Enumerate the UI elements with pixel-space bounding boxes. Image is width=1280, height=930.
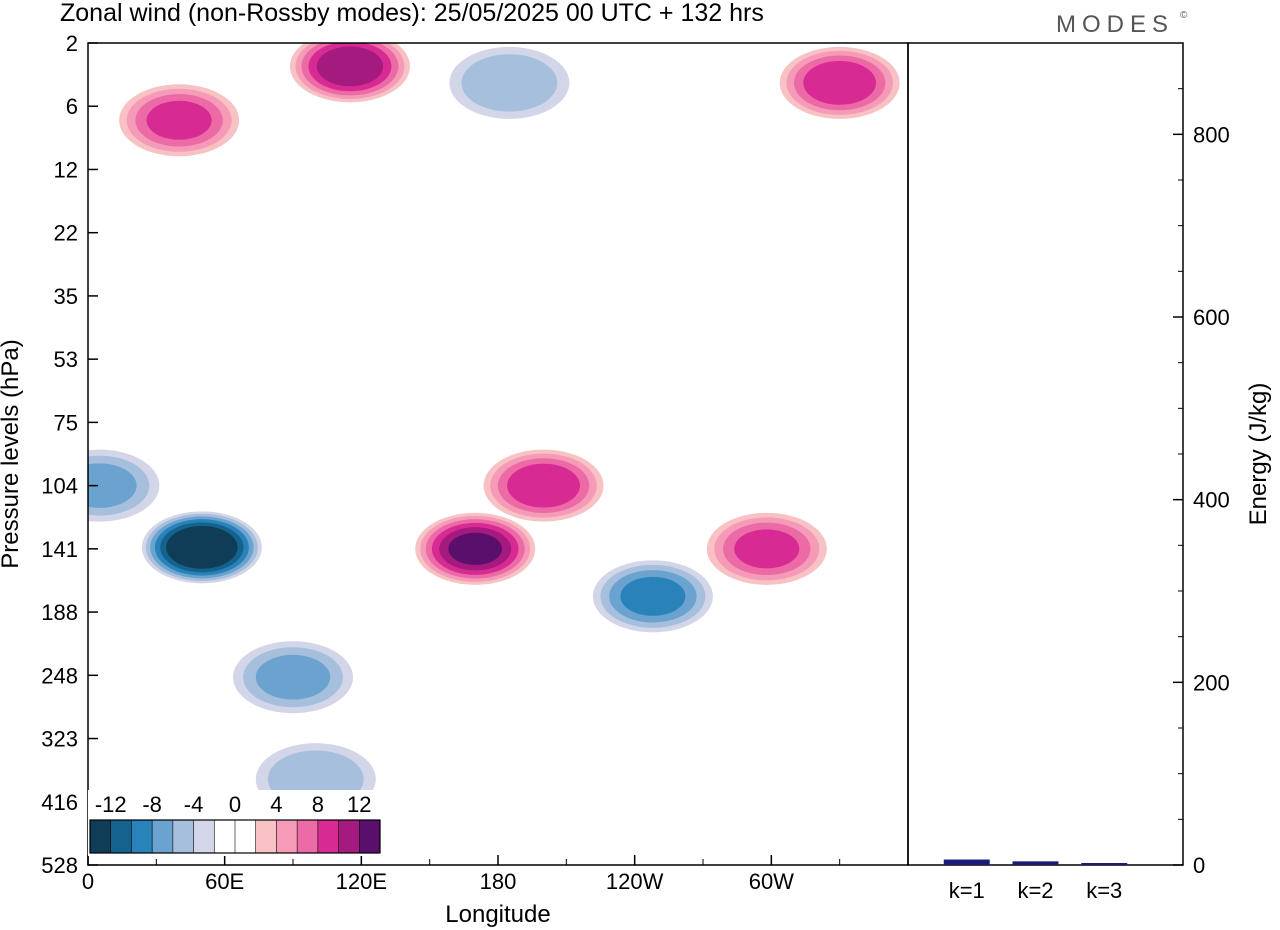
contour-blob — [706, 512, 827, 585]
energy-bars: k=1 k=2 k=3 — [943, 859, 1128, 903]
brand-logo: MODES — [1056, 11, 1174, 38]
colorbar-label: 8 — [312, 792, 324, 817]
contour-band — [88, 463, 137, 508]
colorbar-swatch — [255, 820, 277, 853]
colorbar-swatch — [172, 820, 195, 853]
energy-tick-label: 0 — [1193, 853, 1205, 878]
y-axis-label: Pressure levels (hPa) — [0, 339, 24, 568]
colorbar-swatch — [90, 820, 112, 853]
y-tick-label: 141 — [41, 537, 78, 562]
contour-blob — [289, 43, 410, 103]
y-tick-label: 104 — [41, 474, 78, 499]
y-tick-label: 528 — [41, 853, 78, 878]
contour-band — [173, 530, 231, 565]
colorbar-swatch — [193, 820, 215, 853]
energy-category-label: k=3 — [1086, 878, 1122, 903]
x-tick-label: 0 — [82, 869, 94, 894]
contour-blob — [483, 449, 604, 522]
contour-band — [507, 463, 580, 508]
energy-axis: 0 200 400 600 800 — [1173, 88, 1230, 878]
contour-band — [255, 654, 331, 700]
bar-frame — [907, 42, 1184, 866]
y-tick-label: 12 — [54, 157, 78, 182]
contour-blob — [779, 46, 900, 119]
y-tick-label: 6 — [66, 94, 78, 119]
contour-band — [146, 100, 212, 140]
energy-bar-panel: k=1 k=2 k=3 0 200 400 600 800 Energy (J/kg) — [907, 42, 1272, 903]
x-tick-label: 60E — [205, 869, 244, 894]
colorbar-swatch — [317, 820, 340, 853]
colorbar-swatch — [359, 820, 381, 853]
energy-tick-label: 600 — [1193, 305, 1230, 330]
chart-title: Zonal wind (non-Rossby modes): 25/05/202… — [60, 0, 764, 27]
energy-tick-label: 400 — [1193, 488, 1230, 513]
contour-blob — [233, 641, 353, 714]
contour-blob — [592, 560, 713, 633]
colorbar-label: -8 — [142, 792, 162, 817]
x-tick-label: 180 — [480, 869, 517, 894]
brand-mark: © — [1180, 10, 1188, 21]
colorbar-label: 12 — [347, 792, 371, 817]
y-tick-label: 248 — [41, 663, 78, 688]
colorbar-label: -12 — [95, 792, 127, 817]
x-axis-label: Longitude — [445, 901, 550, 928]
colorbar-swatch — [338, 820, 360, 853]
y-tick-label: 188 — [41, 600, 78, 625]
y-tick-label: 323 — [41, 727, 78, 752]
contour-band — [461, 54, 558, 112]
energy-bar — [943, 859, 990, 865]
colorbar-swatch — [152, 820, 174, 853]
contour-blob — [141, 511, 262, 584]
colorbar-swatch — [297, 820, 319, 853]
colorbar-label: -4 — [184, 792, 204, 817]
contour-band — [620, 576, 686, 616]
x-tick-label: 120E — [336, 869, 387, 894]
energy-axis-label: Energy (J/kg) — [1245, 383, 1272, 526]
contour-blob — [119, 84, 240, 157]
x-tick-label: 120W — [606, 869, 664, 894]
heatmap-plot: 0 60E 120E 180 120W 60W 2 6 12 22 35 53 75 104 141 188… — [0, 31, 909, 928]
y-axis: 2 6 12 22 35 53 75 104 141 188 248 323 416 528 — [41, 31, 98, 878]
contour-band — [316, 46, 384, 87]
contour-field — [88, 43, 900, 816]
contour-band — [803, 60, 877, 105]
y-tick-label: 2 — [66, 31, 78, 56]
colorbar: -12 -8 -4 0 4 8 12 — [88, 790, 382, 856]
colorbar-swatch — [214, 820, 236, 853]
contour-blob — [88, 449, 160, 522]
y-tick-label: 35 — [54, 284, 78, 309]
energy-tick-label: 200 — [1193, 670, 1230, 695]
energy-bar — [1081, 863, 1128, 865]
colorbar-swatch — [110, 820, 132, 853]
contour-blob — [449, 46, 570, 119]
energy-bar — [1012, 861, 1059, 865]
energy-category-label: k=2 — [1017, 878, 1053, 903]
x-axis: 0 60E 120E 180 120W 60W — [82, 855, 841, 894]
energy-tick-label: 800 — [1193, 122, 1230, 147]
colorbar-swatch — [131, 820, 153, 853]
plot-frame — [87, 42, 909, 866]
colorbar-label: 4 — [270, 792, 282, 817]
y-tick-label: 53 — [54, 347, 78, 372]
x-tick-label: 60W — [749, 869, 794, 894]
colorbar-swatch — [235, 820, 257, 853]
contour-band — [734, 529, 800, 569]
y-tick-label: 75 — [54, 410, 78, 435]
contour-band — [448, 532, 503, 565]
y-tick-label: 416 — [41, 790, 78, 815]
colorbar-swatch — [276, 820, 298, 853]
contour-blob — [415, 512, 536, 585]
colorbar-label: 0 — [229, 792, 241, 817]
energy-category-label: k=1 — [949, 878, 985, 903]
y-tick-label: 22 — [54, 221, 78, 246]
